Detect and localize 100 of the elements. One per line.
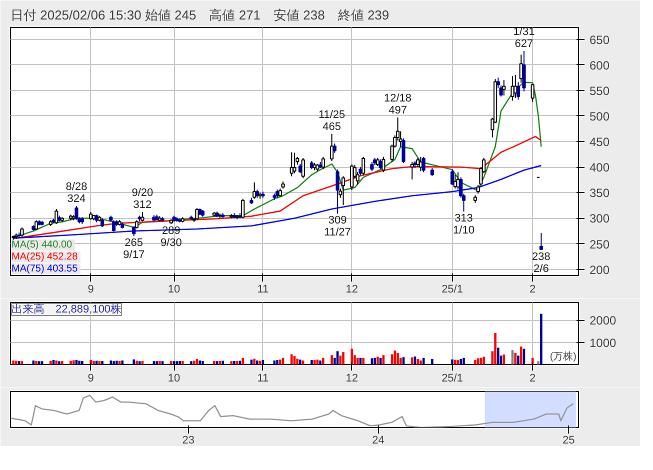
series-label: MA(5) 440.00 <box>12 240 73 250</box>
bar <box>342 352 344 364</box>
bar <box>233 360 236 364</box>
bar <box>482 356 485 364</box>
x-tick-label: 2 <box>530 372 536 384</box>
x-tick-label: 12 <box>346 372 358 384</box>
candlestick <box>502 80 506 96</box>
bar <box>497 348 500 364</box>
bar <box>132 359 135 364</box>
bar <box>537 361 540 364</box>
annotation: 9/20 312 <box>132 187 154 212</box>
candlestick <box>292 152 296 174</box>
y-tick-label: 250 <box>590 237 610 252</box>
bar <box>410 357 414 364</box>
bar <box>35 360 38 364</box>
bar <box>70 360 72 364</box>
bar <box>362 358 364 364</box>
bar <box>431 358 434 364</box>
bar <box>454 360 456 364</box>
bar <box>50 360 52 364</box>
bar <box>18 360 20 364</box>
bar <box>302 360 304 364</box>
line-series <box>12 82 542 238</box>
x-tick-label: 10 <box>168 284 180 296</box>
candlestick <box>336 169 340 214</box>
bar <box>256 360 258 364</box>
candlestick <box>20 226 24 238</box>
candlestick <box>362 156 366 176</box>
candlestick <box>321 156 325 170</box>
bar <box>460 358 462 364</box>
x-tick-label: 12 <box>346 284 358 296</box>
bar <box>279 360 282 364</box>
bar <box>12 360 15 364</box>
bar <box>138 361 141 364</box>
y-tick-label: 550 <box>590 84 610 98</box>
bar <box>236 361 238 364</box>
y-tick-label: 600 <box>590 58 610 72</box>
bar <box>222 360 224 364</box>
candlestick <box>539 232 543 250</box>
bar <box>242 358 244 364</box>
x-tick-label: 25 <box>562 434 575 446</box>
candlestick <box>370 161 374 172</box>
bar <box>216 361 218 364</box>
candlestick <box>252 182 256 200</box>
bar <box>202 360 204 364</box>
bar <box>161 361 164 364</box>
bar <box>15 360 18 364</box>
annotation: 309 11/27 <box>324 214 351 239</box>
annotation: 265 9/17 <box>123 237 145 262</box>
bar <box>198 360 201 364</box>
bar <box>158 360 161 364</box>
bar <box>181 360 184 364</box>
series-label: MA(25) 452.28 <box>12 252 78 262</box>
bar <box>115 360 118 364</box>
bar <box>350 348 354 364</box>
y-tick-label: 1000 <box>590 336 617 350</box>
candlestick <box>332 143 336 154</box>
bar <box>402 357 405 364</box>
bar <box>514 352 517 364</box>
bar <box>253 358 256 364</box>
candlestick <box>341 176 346 206</box>
line-series <box>12 164 542 239</box>
candlestick <box>522 50 526 92</box>
annotation: 12/18 497 <box>384 92 412 116</box>
bar <box>78 360 80 364</box>
bar <box>95 360 98 364</box>
bar <box>520 346 522 364</box>
bar <box>319 360 322 364</box>
bar <box>90 360 92 364</box>
y-axis-title: (万株) <box>550 350 577 362</box>
candlestick <box>140 212 144 222</box>
bar <box>230 361 233 364</box>
text: MA(75) 403.55 <box>12 264 78 274</box>
x-tick-label: 10 <box>168 372 180 384</box>
y-tick-label: 650 <box>590 32 610 47</box>
y-tick-label: 300 <box>590 212 610 226</box>
bar <box>474 360 476 364</box>
bar <box>299 360 302 364</box>
candlestick <box>510 76 514 102</box>
bar <box>20 361 24 364</box>
candlestick <box>34 220 38 230</box>
bar <box>60 361 64 364</box>
bar <box>112 361 115 364</box>
y-tick-label: 2000 <box>590 314 617 328</box>
x-tick-label: 24 <box>372 434 384 446</box>
bar <box>238 360 242 364</box>
annotation: 11/25 465 <box>318 108 346 133</box>
bar <box>322 358 324 364</box>
bar <box>374 358 376 364</box>
bar <box>310 360 313 364</box>
annotation: 238 2/6 <box>532 250 550 275</box>
candlestick <box>350 164 354 191</box>
x-tick-label: 9 <box>88 284 94 296</box>
candlestick <box>450 169 454 186</box>
bar <box>192 360 196 364</box>
candlestick <box>382 156 386 173</box>
y-tick-label: 450 <box>590 135 610 150</box>
bar <box>517 356 520 364</box>
bar <box>416 358 419 364</box>
annotation: 313 1/10 <box>453 212 474 237</box>
